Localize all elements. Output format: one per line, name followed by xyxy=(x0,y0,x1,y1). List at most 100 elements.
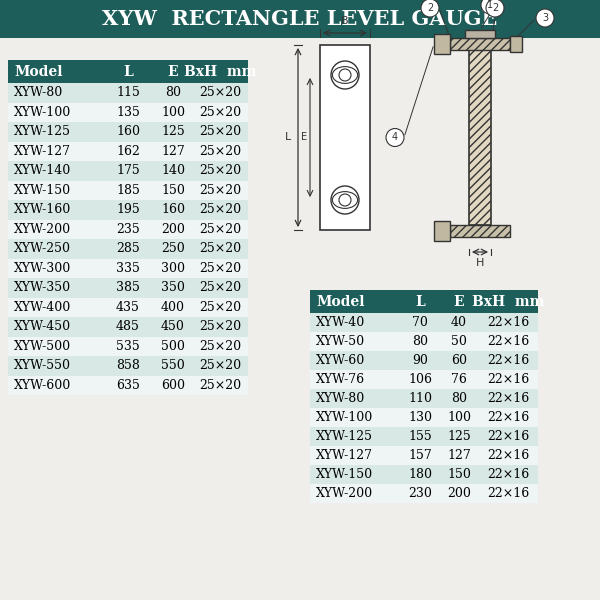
Text: 22×16: 22×16 xyxy=(487,449,529,462)
Text: XYW-500: XYW-500 xyxy=(14,340,71,353)
Text: XYW-350: XYW-350 xyxy=(14,281,71,294)
Text: 150: 150 xyxy=(447,468,471,481)
Text: 335: 335 xyxy=(116,262,140,275)
Text: 80: 80 xyxy=(451,392,467,405)
Text: 22×16: 22×16 xyxy=(487,316,529,329)
Text: 535: 535 xyxy=(116,340,140,353)
Bar xyxy=(434,221,450,241)
Circle shape xyxy=(331,61,359,89)
Text: XYW-100: XYW-100 xyxy=(316,411,373,424)
Text: XYW-300: XYW-300 xyxy=(14,262,71,275)
Text: 285: 285 xyxy=(116,242,140,255)
Text: XYW-400: XYW-400 xyxy=(14,301,71,314)
Text: H: H xyxy=(476,258,484,268)
Bar xyxy=(8,278,248,298)
Text: 100: 100 xyxy=(161,106,185,119)
Bar xyxy=(450,225,510,237)
Text: 25×20: 25×20 xyxy=(199,301,242,314)
Text: 25×20: 25×20 xyxy=(199,320,242,333)
Text: 25×20: 25×20 xyxy=(199,164,242,177)
Text: XYW  RECTANGLE LEVEL GAUGE: XYW RECTANGLE LEVEL GAUGE xyxy=(103,9,497,29)
Text: E: E xyxy=(301,133,307,142)
Bar xyxy=(0,0,600,38)
Text: 22×16: 22×16 xyxy=(487,411,529,424)
Text: 200: 200 xyxy=(161,223,185,236)
Bar xyxy=(310,351,538,370)
Bar xyxy=(434,34,450,54)
Text: 25×20: 25×20 xyxy=(199,184,242,197)
Text: XYW-450: XYW-450 xyxy=(14,320,71,333)
Text: 127: 127 xyxy=(447,449,471,462)
Text: 157: 157 xyxy=(408,449,432,462)
Bar xyxy=(310,427,538,446)
Text: XYW-250: XYW-250 xyxy=(14,242,71,255)
Text: XYW-150: XYW-150 xyxy=(14,184,71,197)
Text: 25×20: 25×20 xyxy=(199,145,242,158)
Bar xyxy=(469,50,491,225)
Text: 130: 130 xyxy=(408,411,432,424)
Bar xyxy=(310,370,538,389)
Circle shape xyxy=(536,9,554,27)
Text: 115: 115 xyxy=(116,86,140,99)
Text: 3: 3 xyxy=(542,13,548,23)
Text: 25×20: 25×20 xyxy=(199,125,242,138)
Bar xyxy=(510,36,522,52)
Text: 135: 135 xyxy=(116,106,140,119)
Bar xyxy=(8,298,248,317)
Bar xyxy=(310,446,538,465)
Text: 76: 76 xyxy=(451,373,467,386)
Text: 50: 50 xyxy=(451,335,467,348)
Text: E: E xyxy=(167,64,178,79)
Text: 150: 150 xyxy=(161,184,185,197)
Text: 22×16: 22×16 xyxy=(487,392,529,405)
Text: XYW-76: XYW-76 xyxy=(316,373,365,386)
Text: 25×20: 25×20 xyxy=(199,359,242,372)
Text: XYW-550: XYW-550 xyxy=(14,359,71,372)
Text: 106: 106 xyxy=(408,373,432,386)
Text: 22×16: 22×16 xyxy=(487,430,529,443)
Bar xyxy=(310,313,538,332)
Text: 40: 40 xyxy=(451,316,467,329)
Text: Model: Model xyxy=(14,64,62,79)
Bar xyxy=(8,83,248,103)
Text: XYW-140: XYW-140 xyxy=(14,164,71,177)
Text: BxH  mm: BxH mm xyxy=(184,64,257,79)
Bar xyxy=(8,220,248,239)
Text: 100: 100 xyxy=(447,411,471,424)
Text: 70: 70 xyxy=(412,316,428,329)
Text: 4: 4 xyxy=(392,133,398,142)
Text: 858: 858 xyxy=(116,359,140,372)
Text: 22×16: 22×16 xyxy=(487,468,529,481)
Text: 2: 2 xyxy=(427,3,433,13)
Bar xyxy=(310,465,538,484)
Text: 160: 160 xyxy=(116,125,140,138)
Bar xyxy=(8,103,248,122)
Text: 160: 160 xyxy=(161,203,185,216)
Text: 140: 140 xyxy=(161,164,185,177)
Bar xyxy=(8,60,248,83)
Text: 22×16: 22×16 xyxy=(487,335,529,348)
Text: 250: 250 xyxy=(161,242,185,255)
Text: 195: 195 xyxy=(116,203,140,216)
Bar xyxy=(310,408,538,427)
Text: 25×20: 25×20 xyxy=(199,242,242,255)
Circle shape xyxy=(331,186,359,214)
Text: XYW-127: XYW-127 xyxy=(316,449,373,462)
Text: 485: 485 xyxy=(116,320,140,333)
Bar xyxy=(320,45,370,230)
Text: 25×20: 25×20 xyxy=(199,223,242,236)
Bar xyxy=(8,337,248,356)
Text: XYW-600: XYW-600 xyxy=(14,379,71,392)
Text: XYW-80: XYW-80 xyxy=(14,86,63,99)
Text: 185: 185 xyxy=(116,184,140,197)
Text: 300: 300 xyxy=(161,262,185,275)
Bar xyxy=(8,356,248,376)
Text: 25×20: 25×20 xyxy=(199,281,242,294)
Text: 350: 350 xyxy=(161,281,185,294)
Text: XYW-160: XYW-160 xyxy=(14,203,71,216)
Text: Model: Model xyxy=(316,295,365,308)
Text: E: E xyxy=(454,295,464,308)
Text: 80: 80 xyxy=(165,86,181,99)
Text: 180: 180 xyxy=(408,468,432,481)
Text: 385: 385 xyxy=(116,281,140,294)
